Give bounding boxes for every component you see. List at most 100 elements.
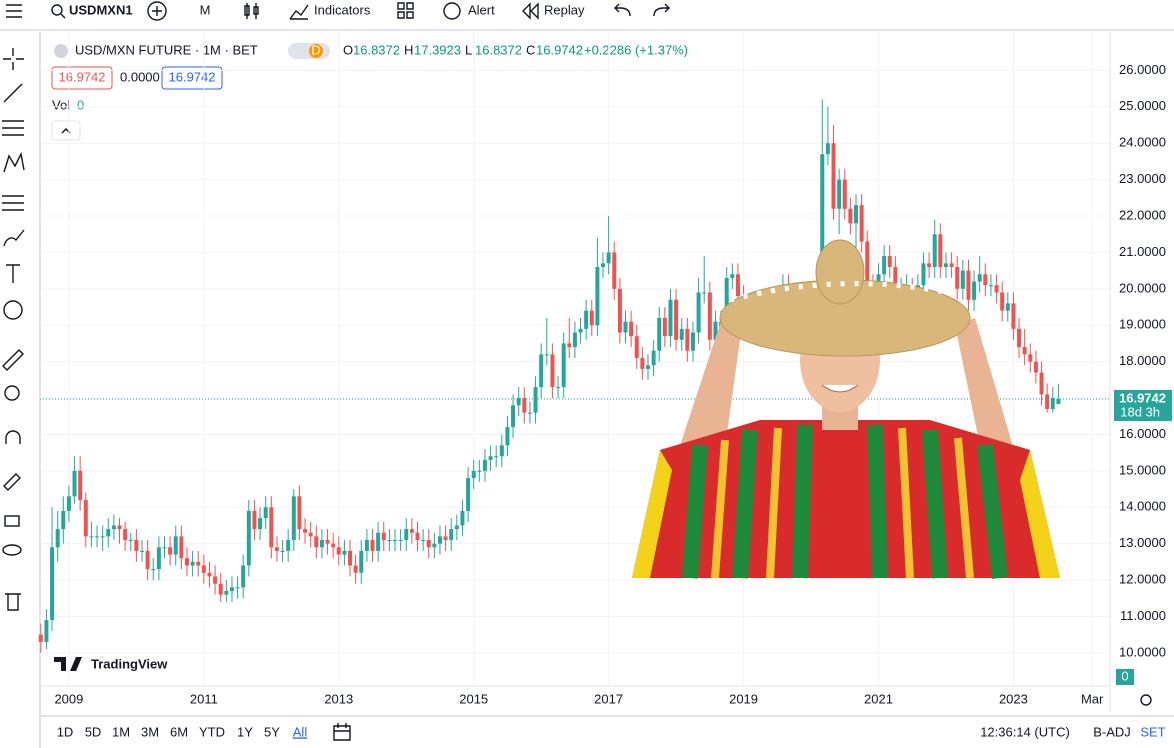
hide-tool[interactable] (2, 544, 22, 556)
candle-body (393, 540, 397, 542)
delete-tool[interactable] (5, 593, 21, 611)
range-button[interactable]: 1M (112, 724, 130, 739)
candle-body (707, 292, 712, 340)
range-button[interactable]: 5D (85, 724, 102, 739)
candle-body (578, 328, 583, 333)
add-symbol-icon (152, 6, 162, 16)
trend-line-tool[interactable] (3, 83, 23, 103)
range-button[interactable]: 3M (141, 724, 159, 739)
sombrero-trim (729, 281, 961, 303)
candle-body (887, 256, 892, 267)
candle-body (657, 317, 662, 351)
input-box[interactable] (161, 66, 223, 90)
candle-body (820, 154, 825, 297)
alert-button[interactable]: Alert (468, 2, 495, 17)
ruler-tool[interactable] (2, 349, 24, 371)
range-button[interactable]: All (293, 724, 308, 739)
symbol-logo (54, 44, 68, 58)
candle-body (454, 525, 459, 530)
change: +0.2286 (+1.37%) (584, 42, 688, 57)
candle-body (938, 234, 943, 267)
candle-body (606, 252, 611, 264)
candle-body (61, 510, 66, 530)
drawing-mode-tool[interactable] (3, 473, 21, 491)
candle-body (685, 328, 690, 351)
candle-body (831, 143, 836, 209)
candle-body (44, 620, 49, 642)
crosshair-tool[interactable] (3, 48, 24, 70)
session[interactable]: SET (1140, 724, 1165, 739)
symbol[interactable]: USDMXN1 (69, 2, 133, 17)
input-value: 16.9742 (169, 69, 216, 84)
range-button[interactable]: 1D (57, 724, 74, 739)
candle-body (854, 205, 859, 224)
candle-body (511, 405, 516, 428)
watermark-logo (54, 657, 82, 671)
zoom-tool[interactable] (4, 385, 20, 401)
fib-tool[interactable] (2, 120, 24, 136)
text-tool[interactable] (6, 264, 20, 283)
candle-body (629, 321, 634, 337)
prediction-tool[interactable] (2, 195, 24, 211)
x-tick-label: 2013 (324, 691, 353, 706)
indicators-button[interactable]: Indicators (314, 2, 371, 17)
badge: D (311, 42, 320, 57)
layouts-icon[interactable] (397, 2, 414, 19)
candle-body (72, 470, 77, 497)
interval[interactable]: M (200, 2, 211, 17)
range-button[interactable]: 1Y (237, 724, 253, 739)
candle-body (505, 427, 510, 446)
watermark-text: TradingView (91, 656, 168, 671)
settings-icon[interactable] (1140, 694, 1152, 706)
emoji-tool[interactable] (3, 300, 23, 320)
adjustment[interactable]: B-ADJ (1093, 724, 1131, 739)
undo-icon[interactable] (614, 3, 631, 17)
search-icon[interactable] (51, 4, 63, 16)
add-symbol[interactable] (147, 1, 167, 21)
y-tick-label: 13.0000 (1119, 535, 1166, 550)
candle-body (927, 263, 932, 267)
candle-body (482, 459, 487, 471)
candle-body (966, 270, 971, 300)
ohlc-label: C (526, 42, 535, 57)
input-box[interactable] (51, 66, 113, 90)
magnet-tool[interactable] (5, 430, 21, 444)
y-tick-label: 26.0000 (1119, 62, 1166, 77)
candle-body (601, 263, 606, 267)
range-button[interactable]: YTD (199, 724, 225, 739)
candle-body (246, 510, 251, 566)
lock-tool[interactable] (4, 515, 20, 527)
date-range-icon[interactable] (333, 723, 351, 741)
chart-type-icon[interactable] (244, 3, 259, 19)
menu-icon[interactable] (6, 4, 22, 18)
search-icon (60, 13, 66, 19)
candle-body (561, 343, 566, 388)
candle-body (184, 558, 189, 566)
ohlc-value: 16.8372 (475, 42, 522, 57)
candle-body (123, 529, 128, 541)
x-tick-label: 2017 (594, 691, 623, 706)
poncho-stripe (711, 427, 974, 579)
pattern-tool[interactable] (3, 151, 25, 173)
range-button[interactable]: 6M (170, 724, 188, 739)
countdown: 18d 3h (1120, 404, 1160, 419)
ohlc-label: H (404, 42, 413, 57)
alert-icon[interactable] (443, 2, 461, 20)
candle-body (252, 510, 257, 530)
indicators-icon[interactable] (289, 4, 309, 20)
candle-body (134, 540, 139, 551)
redo-icon[interactable] (653, 3, 670, 17)
candle-body (859, 205, 864, 242)
replay-icon[interactable] (522, 2, 539, 20)
brush-tool[interactable] (3, 229, 25, 247)
bottom-bar: 12:36:14 (UTC) B-ADJ SET 1D 5D 1M 3M 6M YTD 1Y… (40, 715, 1174, 741)
candle-body (865, 241, 870, 286)
candle-body (376, 532, 381, 551)
y-tick-label: 16.0000 (1119, 426, 1166, 441)
candle-body (359, 550, 364, 573)
range-button[interactable]: 5Y (264, 724, 280, 739)
arm (955, 318, 1020, 470)
candle-body (168, 547, 173, 555)
replay-button[interactable]: Replay (544, 2, 585, 17)
collapse-button[interactable] (51, 120, 81, 141)
